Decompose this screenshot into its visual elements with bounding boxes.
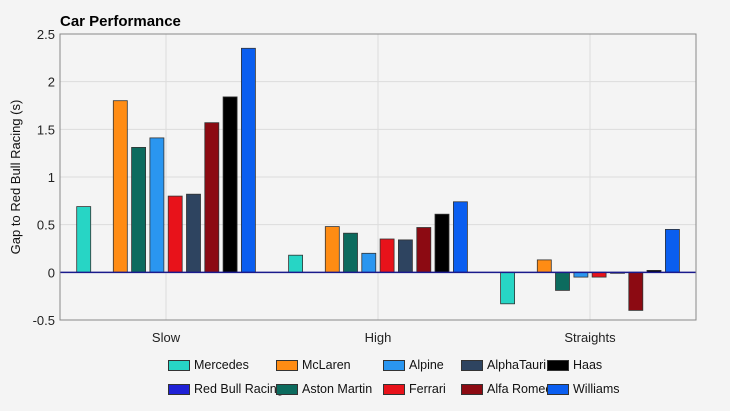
legend-label: Alfa Romeo bbox=[487, 382, 553, 396]
legend-label: Red Bull Racing bbox=[194, 382, 284, 396]
chart-title: Car Performance bbox=[60, 13, 181, 30]
legend-item-red-bull-racing: Red Bull Racing bbox=[168, 381, 284, 397]
bar-alpine-slow bbox=[149, 137, 165, 273]
legend-item-ferrari: Ferrari bbox=[383, 381, 461, 397]
bar-mclaren-slow bbox=[112, 100, 128, 273]
y-tick-label: 1.5 bbox=[37, 122, 55, 137]
legend-label: Williams bbox=[573, 382, 620, 396]
bar-alfa-romeo-slow bbox=[204, 122, 220, 273]
plot-frame bbox=[59, 33, 697, 321]
legend-swatch bbox=[383, 359, 405, 371]
bar-alfa-romeo-straights bbox=[628, 271, 644, 311]
y-tick-label: 2.5 bbox=[37, 27, 55, 42]
bar-alfa-romeo-high bbox=[416, 227, 432, 273]
legend-swatch bbox=[461, 383, 483, 395]
legend-item-mclaren: McLaren bbox=[276, 357, 383, 373]
legend-swatch bbox=[461, 359, 483, 371]
y-tick-label: -0.5 bbox=[33, 313, 55, 328]
bar-aston-martin-slow bbox=[131, 146, 147, 273]
y-tick-label: 0 bbox=[48, 265, 55, 280]
y-tick-label: 1 bbox=[48, 170, 55, 185]
legend-item-alfa-romeo: Alfa Romeo bbox=[461, 381, 552, 397]
legend-swatch bbox=[168, 383, 190, 395]
bar-ferrari-slow bbox=[167, 195, 183, 273]
legend-item-williams: Williams bbox=[547, 381, 627, 397]
bar-mercedes-straights bbox=[500, 271, 516, 305]
chart-legend: Mercedes McLaren Alpine AlphaTauri Haas Red B… bbox=[168, 357, 627, 397]
legend-label: AlphaTauri bbox=[487, 358, 547, 372]
legend-item-aston-martin: Aston Martin bbox=[276, 381, 383, 397]
legend-item-haas: Haas bbox=[547, 357, 627, 373]
bar-williams-slow bbox=[240, 47, 256, 273]
legend-label: Mercedes bbox=[194, 358, 249, 372]
y-axis-ticks: -0.5 0 0.5 1 1.5 2 2.5 bbox=[33, 27, 55, 328]
bar-williams-high bbox=[452, 201, 468, 273]
legend-label: McLaren bbox=[302, 358, 351, 372]
y-tick-label: 0.5 bbox=[37, 218, 55, 233]
legend-swatch bbox=[276, 383, 298, 395]
legend-label: Aston Martin bbox=[302, 382, 373, 396]
bar-group bbox=[76, 47, 680, 311]
legend-label: Alpine bbox=[409, 358, 444, 372]
bar-alphatauri-high bbox=[397, 239, 413, 273]
bar-alphatauri-slow bbox=[186, 193, 201, 273]
legend-swatch bbox=[168, 359, 190, 371]
bar-haas-slow bbox=[222, 96, 238, 273]
bar-mclaren-high bbox=[324, 226, 340, 273]
legend-label: Haas bbox=[573, 358, 603, 372]
bar-aston-martin-high bbox=[343, 232, 358, 273]
bar-mercedes-high bbox=[288, 254, 304, 273]
x-tick-label: High bbox=[365, 330, 392, 345]
bar-williams-straights bbox=[665, 228, 680, 273]
bar-aston-martin-straights bbox=[555, 271, 570, 291]
x-tick-label: Straights bbox=[564, 330, 616, 345]
bar-haas-high bbox=[434, 213, 450, 273]
legend-swatch bbox=[276, 359, 298, 371]
legend-item-alpine: Alpine bbox=[383, 357, 461, 373]
legend-swatch bbox=[547, 359, 569, 371]
legend-label: Ferrari bbox=[409, 382, 446, 396]
legend-item-mercedes: Mercedes bbox=[168, 357, 276, 373]
y-axis-label: Gap to Red Bull Racing (s) bbox=[8, 100, 23, 255]
x-axis-ticks: Slow High Straights bbox=[152, 330, 616, 345]
x-tick-label: Slow bbox=[152, 330, 181, 345]
bar-mclaren-straights bbox=[536, 259, 552, 273]
y-tick-label: 2 bbox=[48, 75, 55, 90]
legend-swatch bbox=[547, 383, 569, 395]
bar-alpine-high bbox=[361, 252, 377, 273]
legend-swatch bbox=[383, 383, 405, 395]
legend-item-alphatauri: AlphaTauri bbox=[461, 357, 547, 373]
bar-ferrari-high bbox=[379, 238, 395, 273]
bar-mercedes-slow bbox=[76, 206, 92, 273]
